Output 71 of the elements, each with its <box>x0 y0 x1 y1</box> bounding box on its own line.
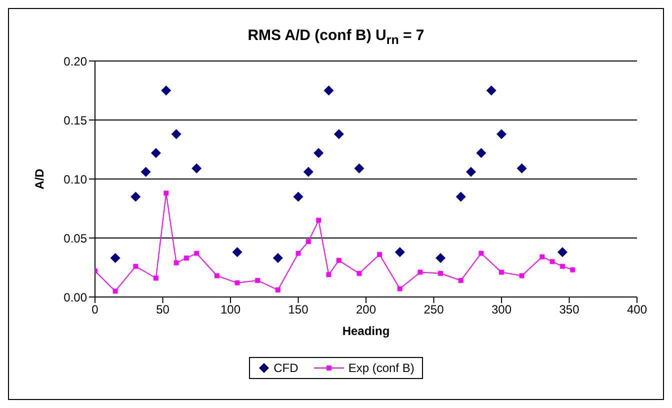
point <box>336 258 342 263</box>
y-tick-label: 0.10 <box>64 172 88 186</box>
point <box>354 163 364 174</box>
point <box>192 163 202 174</box>
point <box>293 192 304 202</box>
x-tick-label: 150 <box>288 302 309 317</box>
point <box>255 278 260 283</box>
point <box>438 270 443 276</box>
x-tick-label: 200 <box>356 302 376 317</box>
point <box>161 86 172 96</box>
point <box>550 259 555 264</box>
x-tick-label: 350 <box>559 302 580 317</box>
point <box>272 253 283 264</box>
y-tick-label: 0.15 <box>64 113 88 128</box>
x-tick-label: 250 <box>424 302 444 317</box>
point <box>171 129 182 140</box>
point <box>486 86 496 96</box>
point <box>296 250 301 256</box>
point <box>314 148 324 158</box>
point <box>436 253 446 264</box>
point <box>540 254 545 260</box>
point <box>234 280 240 286</box>
point <box>326 272 332 278</box>
chart-title: RMS A/D (conf B) U$_{rn}$ = 7 <box>246 27 426 47</box>
point <box>275 287 280 292</box>
point <box>184 256 189 261</box>
point <box>519 273 524 278</box>
x-tick-label: 400 <box>626 302 648 317</box>
x-tick-label: 50 <box>156 302 170 317</box>
y-tick-label: 0.05 <box>64 231 88 246</box>
point <box>570 267 576 272</box>
x-tick-label: 100 <box>220 302 241 317</box>
point <box>557 247 568 258</box>
point <box>112 288 118 294</box>
point <box>150 148 161 158</box>
point <box>499 270 504 275</box>
point <box>130 192 141 202</box>
point <box>458 278 464 283</box>
point <box>324 86 334 96</box>
point <box>377 252 382 257</box>
point <box>164 190 169 196</box>
legend-label: CFD <box>272 361 298 375</box>
y-axis-title: A/D <box>32 168 46 190</box>
x-axis-title: Heading <box>342 324 390 338</box>
point <box>306 239 311 244</box>
point <box>478 250 484 256</box>
point <box>334 129 344 140</box>
x-tick-label: 300 <box>491 302 512 317</box>
point <box>560 264 565 269</box>
point <box>110 253 120 264</box>
legend-label: Exp (conf B) <box>347 361 414 375</box>
point <box>133 264 138 269</box>
point <box>140 166 151 177</box>
point <box>456 192 466 202</box>
x-tick-label: 0 <box>92 302 99 317</box>
point <box>303 166 314 177</box>
point <box>356 270 362 276</box>
point <box>174 260 179 266</box>
point <box>316 218 322 223</box>
point <box>394 247 405 258</box>
point <box>466 166 476 177</box>
point <box>476 148 486 158</box>
y-tick-label: 0.00 <box>64 290 88 304</box>
point <box>397 286 402 292</box>
y-tick-label: 0.20 <box>64 54 88 68</box>
point <box>194 250 200 256</box>
point <box>214 273 220 278</box>
point <box>154 276 158 281</box>
point <box>232 247 242 258</box>
point <box>496 129 506 140</box>
point <box>516 163 527 174</box>
